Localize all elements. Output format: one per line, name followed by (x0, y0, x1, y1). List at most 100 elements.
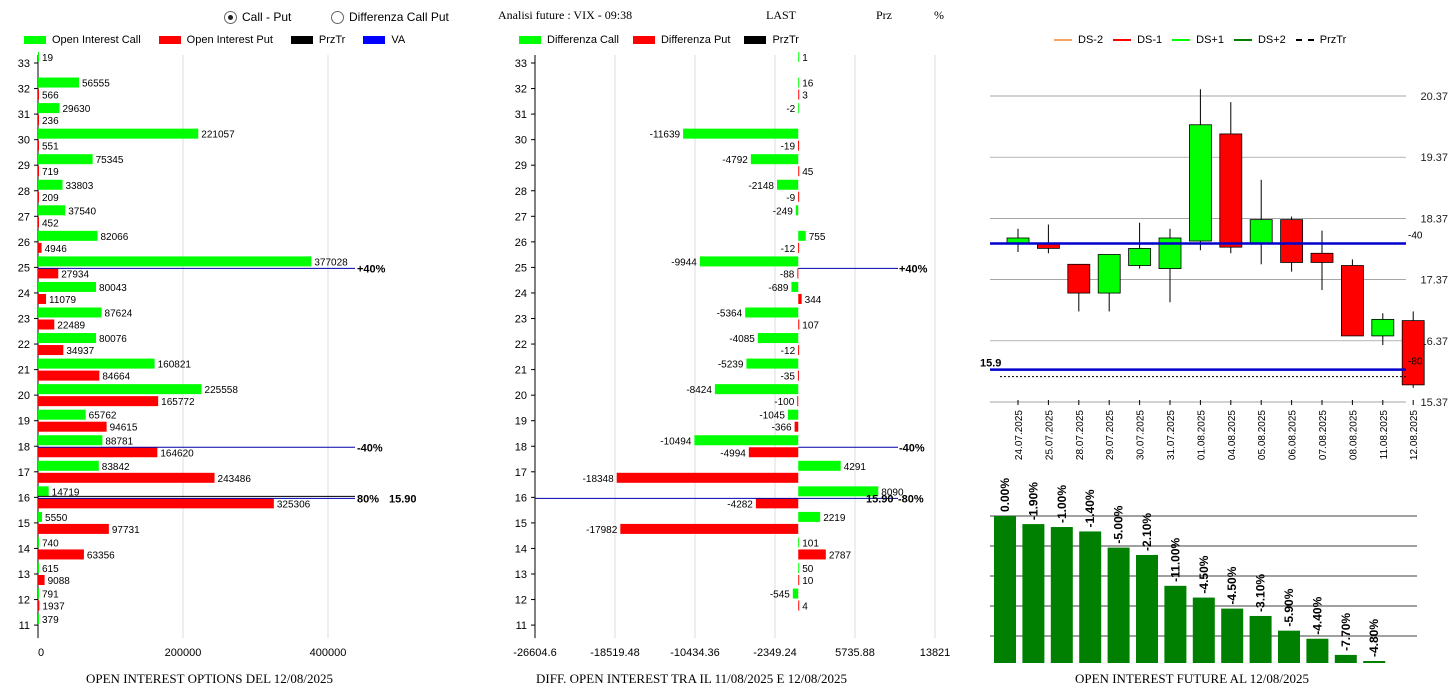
oi-pct-label: -2.10% (1140, 513, 1154, 551)
oi-bar (1079, 531, 1102, 663)
x-tick-label: 05.08.2025 (1257, 410, 1268, 460)
pct-label: % (934, 8, 944, 22)
legend-item-diff-put: Differenza Put (632, 34, 730, 46)
call-bar (38, 333, 97, 344)
x-tick-label: -18519.48 (590, 647, 640, 659)
call-value-label: 19 (42, 53, 54, 64)
put-bar (38, 549, 84, 560)
put-bar (38, 370, 100, 381)
x-tick-label: 400000 (310, 647, 347, 659)
y-tick-label: 19 (18, 416, 30, 428)
x-tick-label: 11.08.2025 (1379, 410, 1390, 460)
radio-differenza[interactable]: Differenza Call Put (331, 10, 449, 25)
diff-call-bar (798, 230, 806, 241)
put-value-label: 243486 (218, 474, 252, 485)
diff-call-value-label: 101 (802, 538, 819, 549)
radio-selected-icon (224, 11, 237, 25)
y-tick-label: 19.37 (1420, 152, 1448, 164)
diff-put-bar (798, 140, 800, 151)
x-tick-label: 12.08.2025 (1409, 410, 1420, 460)
diff-call-value-label: -4085 (729, 334, 755, 345)
diff-put-bar (755, 498, 799, 509)
diff-call-value-label: 4291 (844, 462, 867, 473)
y-tick-label: 21 (515, 365, 527, 377)
y-tick-label: 26 (18, 237, 30, 249)
diff-call-bar (745, 307, 799, 318)
x-tick-label: 31.07.2025 (1166, 410, 1177, 460)
y-tick-label: 11 (516, 620, 527, 632)
call-bar (38, 435, 103, 446)
level-label: -80% (898, 493, 924, 505)
oi-pct-label: -4.50% (1225, 566, 1239, 604)
diff-put-bar (797, 370, 799, 381)
diff-call-bar (795, 205, 799, 216)
last-label: LAST (766, 8, 796, 22)
diff-put-bar (616, 472, 799, 483)
put-bar (38, 396, 159, 407)
y-tick-label: 17.37 (1420, 275, 1448, 287)
level-label: +40% (899, 263, 928, 275)
put-bar (38, 166, 39, 177)
oi-pct-label: 0.00% (998, 478, 1012, 512)
candle-bull (1371, 318, 1395, 337)
oi-pct-label: -1.00% (1055, 485, 1069, 523)
y-tick-label: 18 (18, 441, 30, 453)
put-value-label: 566 (42, 91, 59, 102)
call-bar (38, 128, 199, 139)
diff-call-value-label: -9944 (671, 257, 697, 268)
call-value-label: 88781 (105, 436, 133, 447)
call-bar (38, 358, 155, 369)
call-bar (38, 77, 80, 88)
diff-put-value-label: -4282 (727, 499, 753, 510)
legend-item-przTr-dashed: PrzTr (1295, 34, 1346, 46)
call-bar (38, 281, 97, 292)
put-bar (38, 421, 107, 432)
candle-bear (1401, 320, 1425, 386)
y-tick-label: 33 (515, 58, 527, 70)
oi-bar (1136, 554, 1158, 663)
y-tick-label: 30 (18, 135, 30, 147)
legend-item-ds+1: DS+1 (1172, 34, 1224, 46)
call-value-label: 5550 (45, 513, 68, 524)
legend-item-ds-2: DS-2 (1054, 34, 1103, 46)
x-tick-label: 07.08.2025 (1318, 410, 1329, 460)
call-bar (38, 179, 63, 190)
diff-put-value-label: 2787 (829, 550, 852, 561)
candle-bear (1340, 265, 1364, 337)
diff-call-bar (798, 563, 800, 573)
diff-call-bar (798, 486, 879, 497)
oi-bar (1334, 654, 1357, 663)
diff-put-bar (797, 396, 799, 407)
candle-bear (1037, 243, 1060, 249)
put-bar (38, 447, 158, 458)
put-bar (38, 319, 55, 330)
oi-bar (1192, 597, 1215, 663)
call-value-label: 82066 (100, 232, 128, 243)
diff-call-value-label: 8090 (881, 487, 904, 498)
diff-call-bar (714, 384, 799, 395)
x-tick-label: 28.07.2025 (1075, 410, 1086, 460)
diff-call-value-label: 16 (802, 79, 814, 90)
call-bar (38, 511, 43, 522)
oi-bar (994, 516, 1016, 663)
y-tick-label: 22 (18, 339, 30, 351)
y-tick-label: 17 (18, 467, 30, 479)
put-bar (38, 191, 39, 202)
call-bar (38, 614, 39, 625)
candle-bear (1219, 133, 1243, 248)
oi-pct-label: -4.40% (1310, 596, 1324, 634)
diff-put-bar (798, 345, 800, 356)
radio-call-put[interactable]: Call - Put (224, 10, 291, 25)
diff-call-value-label: -1045 (759, 411, 785, 422)
title-diff-oi: DIFF. OPEN INTEREST TRA IL 11/08/2025 E … (536, 671, 847, 686)
oi-pct-label: -1.40% (1083, 489, 1097, 527)
oi-pct-label: -1.90% (1026, 482, 1040, 520)
diff-put-value-label: -35 (780, 372, 795, 383)
candle-bear (1280, 219, 1304, 263)
y-tick-label: 15 (18, 518, 30, 530)
diff-call-bar (798, 511, 821, 522)
put-bar (38, 575, 45, 585)
put-value-label: 94615 (110, 423, 138, 434)
put-bar (38, 498, 274, 509)
diff-call-bar (683, 128, 799, 139)
